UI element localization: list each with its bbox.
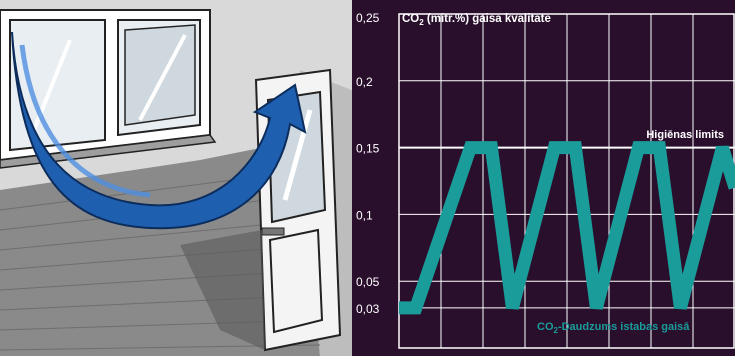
series-label-main: CO xyxy=(537,321,554,333)
title-rest: (mitr.%) gaisa kvalitāte xyxy=(424,13,551,25)
window-airing-illustration xyxy=(0,0,352,356)
y-tick-label: 0,05 xyxy=(356,275,380,289)
door-handle xyxy=(261,227,285,236)
title-sub: 2 xyxy=(419,18,424,27)
title-main: CO xyxy=(402,13,419,25)
series-label: CO2-Daudzums istabas gaisā xyxy=(537,321,690,335)
hygiene-limit-label: Higiēnas limits xyxy=(646,129,724,141)
y-tick-label: 0,15 xyxy=(356,142,380,156)
y-axis-tick-labels: 0,25 0,2 0,15 0,1 0,05 0,03 xyxy=(356,11,380,316)
series-label-sub: 2 xyxy=(554,326,559,335)
series-line-co2 xyxy=(399,141,735,315)
y-tick-label: 0,1 xyxy=(356,208,373,222)
airflow-arrow-icon xyxy=(11,31,307,230)
y-tick-label: 0,03 xyxy=(356,302,380,316)
co2-chart: 0,250,20,150,10,050,03 CO2 (mitr.%) gais… xyxy=(356,11,735,349)
chart-title: CO2 (mitr.%) gaisa kvalitāte xyxy=(402,13,551,27)
y-tick-label: 0,2 xyxy=(356,75,373,89)
y-tick-label: 0,25 xyxy=(356,11,380,25)
svg-text:CO2 (mitr.%) gaisa kvalitāte: CO2 (mitr.%) gaisa kvalitāte xyxy=(402,13,551,27)
series-label-rest: -Daudzums istabas gaisā xyxy=(558,321,690,333)
svg-text:CO2-Daudzums istabas gaisā: CO2-Daudzums istabas gaisā xyxy=(537,321,690,335)
series-layer xyxy=(399,141,735,315)
chart-grid xyxy=(398,13,735,349)
